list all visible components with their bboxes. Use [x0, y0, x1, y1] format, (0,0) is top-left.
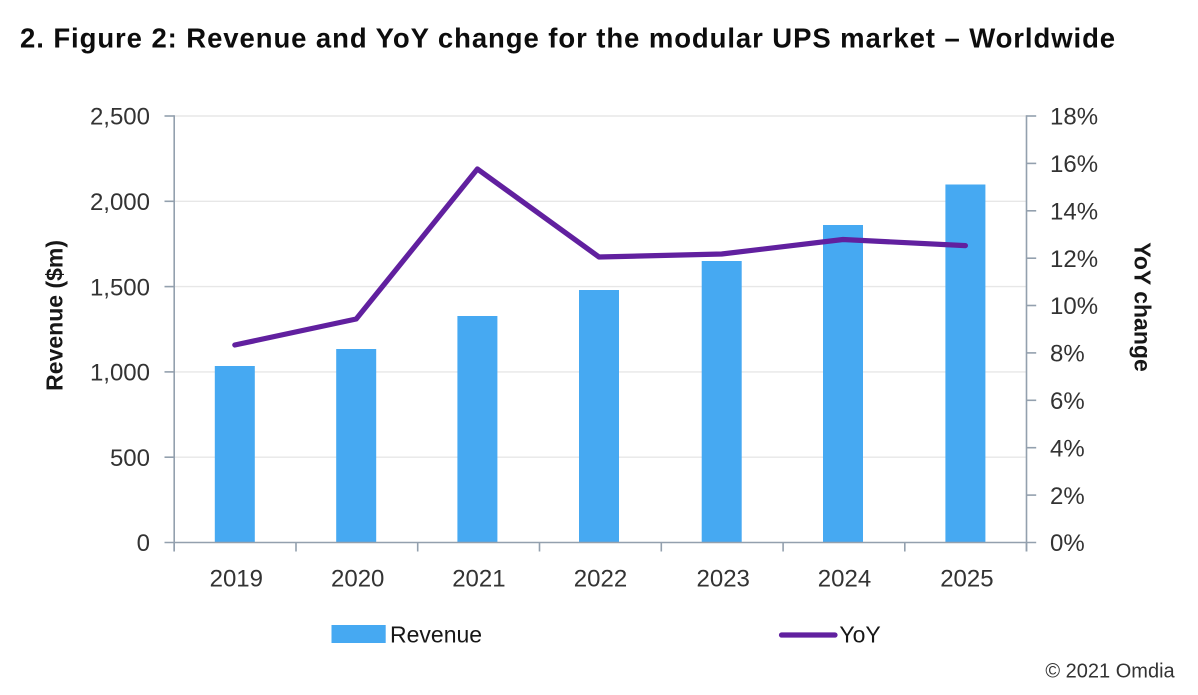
- svg-text:YoY: YoY: [839, 622, 880, 648]
- svg-text:16%: 16%: [1050, 151, 1098, 178]
- svg-text:8%: 8%: [1050, 341, 1085, 368]
- svg-text:10%: 10%: [1050, 293, 1098, 320]
- svg-text:2022: 2022: [574, 565, 627, 592]
- svg-text:2023: 2023: [697, 565, 750, 592]
- svg-text:6%: 6%: [1050, 388, 1085, 415]
- svg-text:Revenue ($m): Revenue ($m): [42, 240, 68, 391]
- svg-text:© 2021 Omdia: © 2021 Omdia: [1045, 660, 1175, 682]
- svg-text:1,500: 1,500: [90, 274, 150, 301]
- svg-text:14%: 14%: [1050, 199, 1098, 226]
- svg-text:2024: 2024: [818, 565, 871, 592]
- svg-text:2,000: 2,000: [90, 189, 150, 216]
- svg-text:2020: 2020: [331, 565, 384, 592]
- svg-text:YoY change: YoY change: [1130, 242, 1156, 372]
- svg-text:2025: 2025: [940, 565, 993, 592]
- svg-text:2%: 2%: [1050, 483, 1085, 510]
- svg-text:2. Figure 2: Revenue and YoY c: 2. Figure 2: Revenue and YoY change for …: [20, 23, 1116, 54]
- svg-text:2019: 2019: [210, 565, 263, 592]
- svg-text:500: 500: [110, 445, 150, 472]
- svg-text:4%: 4%: [1050, 435, 1085, 462]
- svg-text:1,000: 1,000: [90, 360, 150, 387]
- svg-text:18%: 18%: [1050, 104, 1098, 131]
- svg-text:12%: 12%: [1050, 246, 1098, 273]
- svg-text:Revenue: Revenue: [390, 622, 482, 648]
- svg-text:2021: 2021: [452, 565, 505, 592]
- svg-text:2,500: 2,500: [90, 104, 150, 131]
- svg-text:0%: 0%: [1050, 530, 1085, 557]
- svg-text:0: 0: [137, 530, 150, 557]
